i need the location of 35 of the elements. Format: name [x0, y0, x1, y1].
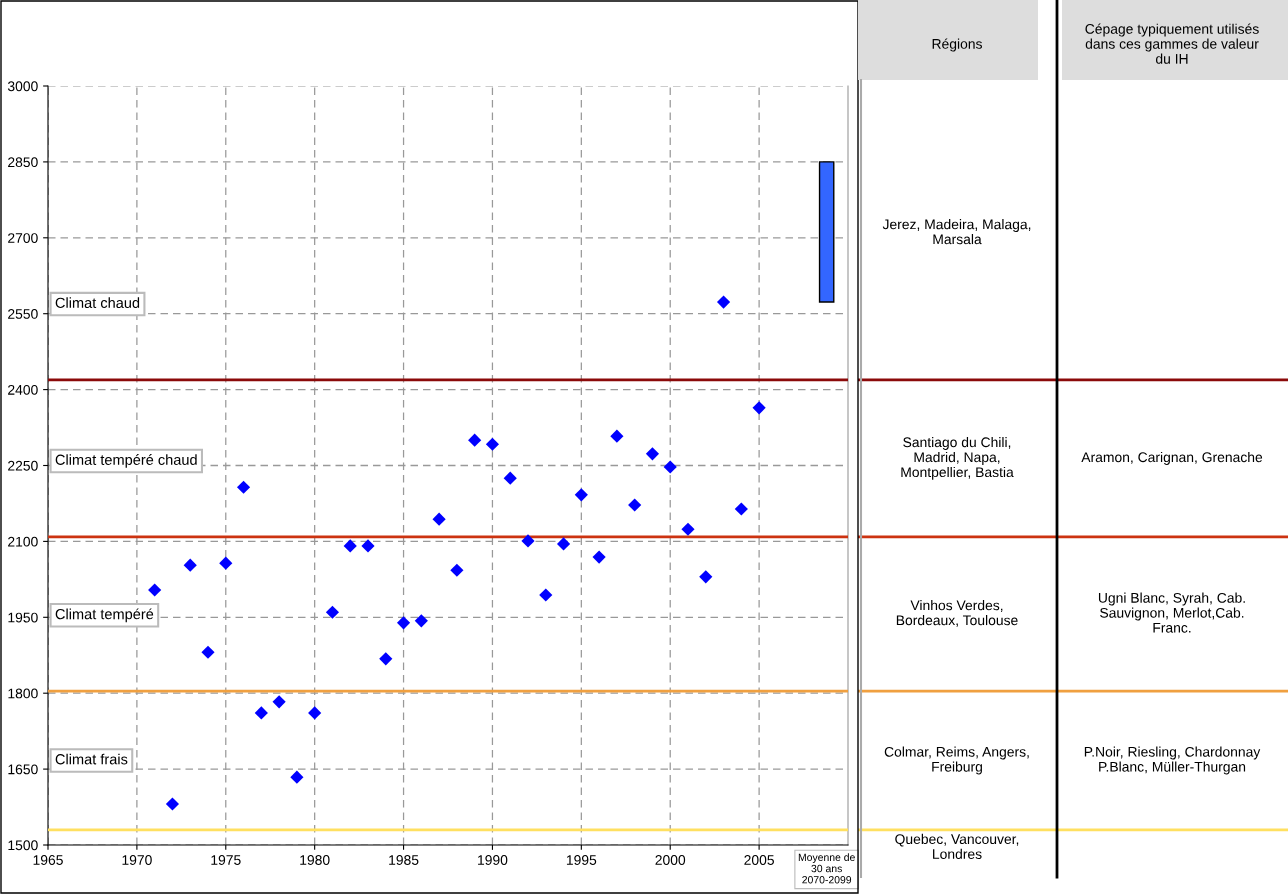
text: Ugni Blanc, Syrah, Cab. Sauvignon, Merlot,Cab. Franc. [1098, 592, 1245, 633]
x-tick-label: 2005 [744, 855, 774, 865]
y-tick-label: 1950 [8, 612, 38, 623]
text: Santiago du Chili, Madrid, Napa, Montpellier, Bastia [901, 436, 1014, 480]
x-tick-label: 1985 [389, 855, 419, 865]
y-tick-label: 2100 [8, 536, 38, 547]
annotation: Climat chaud [55, 297, 140, 308]
y-tick-label: 1500 [8, 840, 38, 851]
text: P.Noir, Riesling, Chardonnay P.Blanc, Müller-Thurgan [1084, 746, 1261, 775]
x-tick-label: 1995 [566, 855, 597, 865]
y-tick-label: 1650 [8, 764, 38, 775]
text: Quebec, Vancouver, Londres [895, 833, 1019, 859]
y-tick-label: 3000 [7, 81, 38, 92]
text: Vinhos Verdes, Bordeaux, Toulouse [896, 600, 1018, 627]
annotation: Climat frais [55, 753, 128, 765]
y-tick-label: 2250 [8, 460, 38, 471]
y-tick-label: 2850 [8, 157, 38, 168]
x-tick-label: 2000 [655, 855, 686, 865]
text: Jerez, Madeira, Malaga, Marsala [882, 219, 1031, 245]
annotation: Climat tempéré chaud [55, 454, 197, 468]
x-tick-label: 1970 [122, 855, 152, 865]
text: Régions [932, 38, 982, 52]
annotation: Climat tempéré [55, 608, 154, 623]
text: Moyenne de 30 ans 2070-2099 [798, 853, 855, 884]
x-tick-label: 1975 [211, 855, 241, 865]
x-tick-label: 1980 [300, 855, 330, 865]
y-tick-label: 1800 [8, 688, 38, 699]
text: Aramon, Carignan, Grenache [1081, 451, 1263, 465]
x-tick-label: 1990 [478, 855, 508, 865]
text: Colmar, Reims, Angers, Freiburg [884, 746, 1029, 775]
x-tick-label: 1965 [33, 855, 63, 865]
text: Cépage typiquement utilisés dans ces gammes de valeur du IH [1085, 23, 1259, 64]
y-tick-label: 2550 [8, 309, 38, 319]
y-tick-label: 2400 [8, 384, 38, 395]
y-tick-label: 2700 [8, 233, 38, 243]
